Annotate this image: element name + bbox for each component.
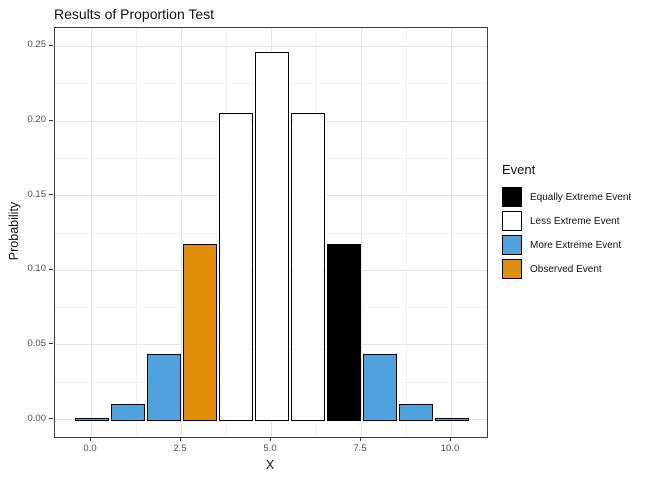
x-tick (90, 437, 91, 441)
x-tick (450, 437, 451, 441)
legend-item: Less Extreme Event (502, 211, 670, 231)
y-tick-label: 0.05 (27, 337, 47, 349)
bar-x4 (218, 112, 254, 422)
legend-item: Observed Event (502, 259, 670, 279)
bar-x5 (254, 51, 290, 422)
y-tick (49, 194, 53, 196)
y-tick (49, 343, 53, 345)
x-tick-label: 2.5 (173, 443, 187, 454)
legend-key-swatch (502, 187, 522, 207)
y-axis-title: Probability (7, 201, 21, 261)
bar-x7 (326, 244, 362, 422)
legend-item-label: Observed Event (530, 263, 602, 275)
chart-title: Results of Proportion Test (54, 6, 215, 22)
legend-key-swatch (502, 259, 522, 279)
x-axis-title: X (265, 458, 275, 472)
bar-x6 (290, 112, 326, 422)
legend-item-label: Equally Extreme Event (530, 191, 632, 203)
legend-title: Event (502, 162, 536, 177)
gridline-minor-x (406, 28, 407, 437)
plot-panel (54, 27, 488, 438)
x-tick-label: 7.5 (353, 443, 367, 454)
gridline-major-x (361, 28, 362, 437)
bar-x1 (110, 404, 146, 422)
gridline-major-x (181, 28, 182, 437)
legend-item-label: More Extreme Event (530, 239, 622, 251)
legend-rows: Equally Extreme Event Less Extreme Event M… (502, 187, 670, 279)
bar-x10 (434, 417, 470, 422)
x-tick (360, 437, 361, 441)
y-tick-label: 0.00 (27, 412, 47, 424)
legend-item: Equally Extreme Event (502, 187, 670, 207)
bar-x8 (362, 353, 398, 422)
bar-x3 (182, 244, 218, 422)
x-tick-label: 10.0 (440, 443, 460, 454)
gridline-major-x (91, 28, 92, 437)
x-tick (270, 437, 271, 441)
legend-item: More Extreme Event (502, 235, 670, 255)
x-tick-label: 0.0 (83, 443, 97, 454)
x-tick-label: 5.0 (263, 443, 277, 454)
y-tick-label: 0.10 (27, 263, 47, 275)
gridline-minor-x (136, 28, 137, 437)
bar-x0 (74, 417, 110, 422)
y-tick (49, 268, 53, 270)
bar-x9 (398, 404, 434, 422)
y-tick-label: 0.15 (27, 188, 47, 200)
y-tick-label: 0.25 (27, 39, 47, 51)
y-tick (49, 44, 53, 46)
legend: Event Equally Extreme Event Less Extreme … (502, 162, 670, 283)
legend-item-label: Less Extreme Event (530, 215, 620, 227)
x-tick (180, 437, 181, 441)
gridline-major-x (451, 28, 452, 437)
legend-key-swatch (502, 235, 522, 255)
y-tick-label: 0.20 (27, 114, 47, 126)
y-tick (49, 119, 53, 121)
legend-key-swatch (502, 211, 522, 231)
y-tick (49, 418, 53, 420)
bar-x2 (146, 353, 182, 422)
